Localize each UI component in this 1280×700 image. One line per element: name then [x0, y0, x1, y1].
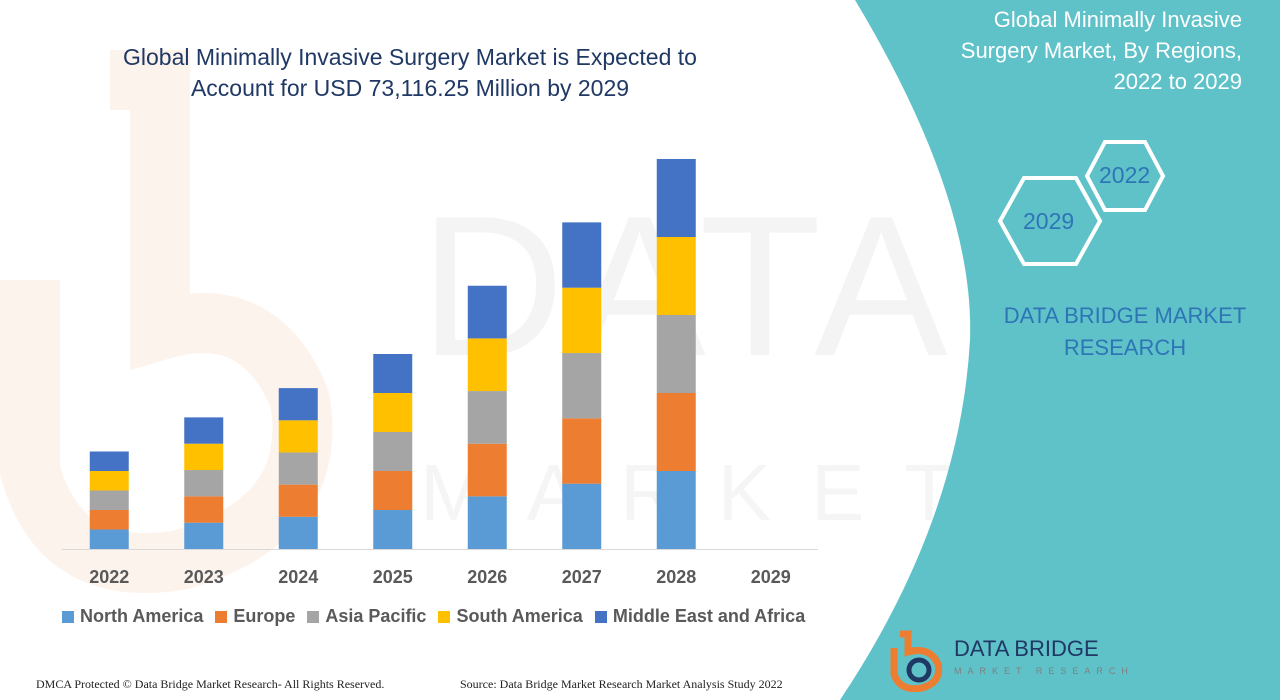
x-tick-label: 2026 — [467, 567, 507, 587]
bar-segment-2027-north-america — [562, 483, 602, 549]
bar-segment-2028-asia-pacific — [656, 315, 696, 393]
bar-segment-2024-north-america — [278, 516, 318, 549]
chart-title-line-1: Global Minimally Invasive Surgery Market… — [123, 44, 697, 70]
bar-segment-2024-middle-east-and-africa — [278, 388, 318, 421]
bar-segment-2028-middle-east-and-africa — [656, 159, 696, 237]
legend-label: Middle East and Africa — [612, 606, 806, 626]
bar-segment-2025-europe — [373, 471, 413, 510]
footer-source: Source: Data Bridge Market Research Mark… — [460, 677, 783, 691]
legend-item-north-america: North America — [62, 606, 203, 627]
bar-segment-2028-north-america — [656, 471, 696, 549]
bar-segment-2023-europe — [184, 496, 224, 523]
legend-swatch — [438, 610, 451, 623]
chart-title-line-2: Account for USD 73,116.25 Million by 202… — [190, 75, 630, 101]
chart-legend: North America Europe Asia Pacific South … — [62, 606, 805, 627]
bar-segment-2027-europe — [562, 418, 602, 484]
stacked-bar-chart: 2022 2023 2024 2025 2026 2027 2028 2029 — [62, 159, 818, 587]
brand-text: DATA BRIDGE MARKET RESEARCH — [1000, 300, 1250, 364]
side-panel-title-line-1: Global Minimally Invasive — [993, 7, 1242, 32]
x-tick-label: 2025 — [373, 567, 413, 587]
legend-label: Asia Pacific — [325, 606, 427, 626]
bar-segment-2024-south-america — [278, 420, 318, 453]
bar-segment-2027-middle-east-and-africa — [562, 222, 602, 288]
side-panel — [840, 0, 1280, 700]
bar-segment-2023-middle-east-and-africa — [184, 417, 224, 444]
brand-line-1: DATA BRIDGE MARKET — [1003, 303, 1247, 328]
bar-segment-2026-south-america — [467, 338, 507, 392]
bar-segment-2023-south-america — [184, 443, 224, 471]
legend-label: South America — [456, 606, 583, 626]
side-panel-title-line-3: 2022 to 2029 — [1113, 69, 1242, 94]
bar-segment-2023-asia-pacific — [184, 470, 224, 497]
legend-swatch — [215, 610, 228, 623]
legend-swatch — [594, 610, 607, 623]
hexagon-2022 — [1084, 140, 1166, 212]
logo-name: DATA BRIDGE — [954, 636, 1099, 661]
bar-segment-2022-europe — [89, 510, 129, 530]
data-bridge-logo: DATA BRIDGE MARKET RESEARCH — [886, 630, 1128, 692]
chart-title: Global Minimally Invasive Surgery Market… — [60, 42, 760, 104]
bar-segment-2022-north-america — [89, 529, 129, 549]
logo-tagline: MARKET RESEARCH — [954, 666, 1134, 676]
logo-icon — [890, 630, 943, 692]
x-tick-label: 2022 — [89, 567, 129, 587]
x-tick-label: 2023 — [184, 567, 224, 587]
hexagon-label-2022: 2022 — [1099, 162, 1151, 188]
bar-segment-2027-south-america — [562, 287, 602, 354]
legend-item-europe: Europe — [215, 606, 295, 627]
bar-segment-2022-asia-pacific — [89, 490, 129, 510]
side-panel-title-line-2: Surgery Market, By Regions, — [960, 38, 1242, 63]
brand-line-2: RESEARCH — [1063, 335, 1187, 360]
bar-segment-2024-asia-pacific — [278, 452, 318, 485]
bar-segment-2025-south-america — [373, 393, 413, 432]
footer-copyright: DMCA Protected © Data Bridge Market Rese… — [36, 677, 385, 691]
bar-segment-2028-europe — [656, 393, 696, 471]
x-tick-label: 2028 — [656, 567, 696, 587]
bar-segment-2026-middle-east-and-africa — [467, 285, 507, 339]
legend-label: Europe — [233, 606, 296, 626]
bar-segment-2026-north-america — [467, 496, 507, 549]
side-panel-title: Global Minimally Invasive Surgery Market… — [882, 4, 1242, 97]
bar-segment-2025-asia-pacific — [373, 432, 413, 471]
bar-segment-2024-europe — [278, 484, 318, 517]
legend-swatch — [307, 610, 320, 623]
legend-label: North America — [80, 606, 204, 626]
x-tick-label: 2029 — [751, 567, 791, 587]
bar-segment-2026-asia-pacific — [467, 391, 507, 444]
bar-segment-2026-europe — [467, 443, 507, 497]
bar-segment-2028-south-america — [656, 237, 696, 315]
bar-segment-2022-middle-east-and-africa — [89, 451, 129, 471]
legend-item-south-america: South America — [438, 606, 583, 627]
legend-item-middle-east-africa: Middle East and Africa — [594, 606, 806, 627]
legend-item-asia-pacific: Asia Pacific — [307, 606, 426, 627]
bar-segment-2027-asia-pacific — [562, 353, 602, 419]
legend-swatch — [62, 610, 74, 623]
x-tick-label: 2027 — [562, 567, 602, 587]
bar-segment-2023-north-america — [184, 522, 224, 549]
hexagon-label-2029: 2029 — [1023, 208, 1075, 234]
x-tick-label: 2024 — [278, 567, 318, 587]
bar-segment-2025-middle-east-and-africa — [373, 354, 413, 393]
bar-segment-2025-north-america — [373, 510, 413, 549]
bar-segment-2022-south-america — [89, 471, 129, 491]
hexagon-2029 — [997, 176, 1103, 266]
